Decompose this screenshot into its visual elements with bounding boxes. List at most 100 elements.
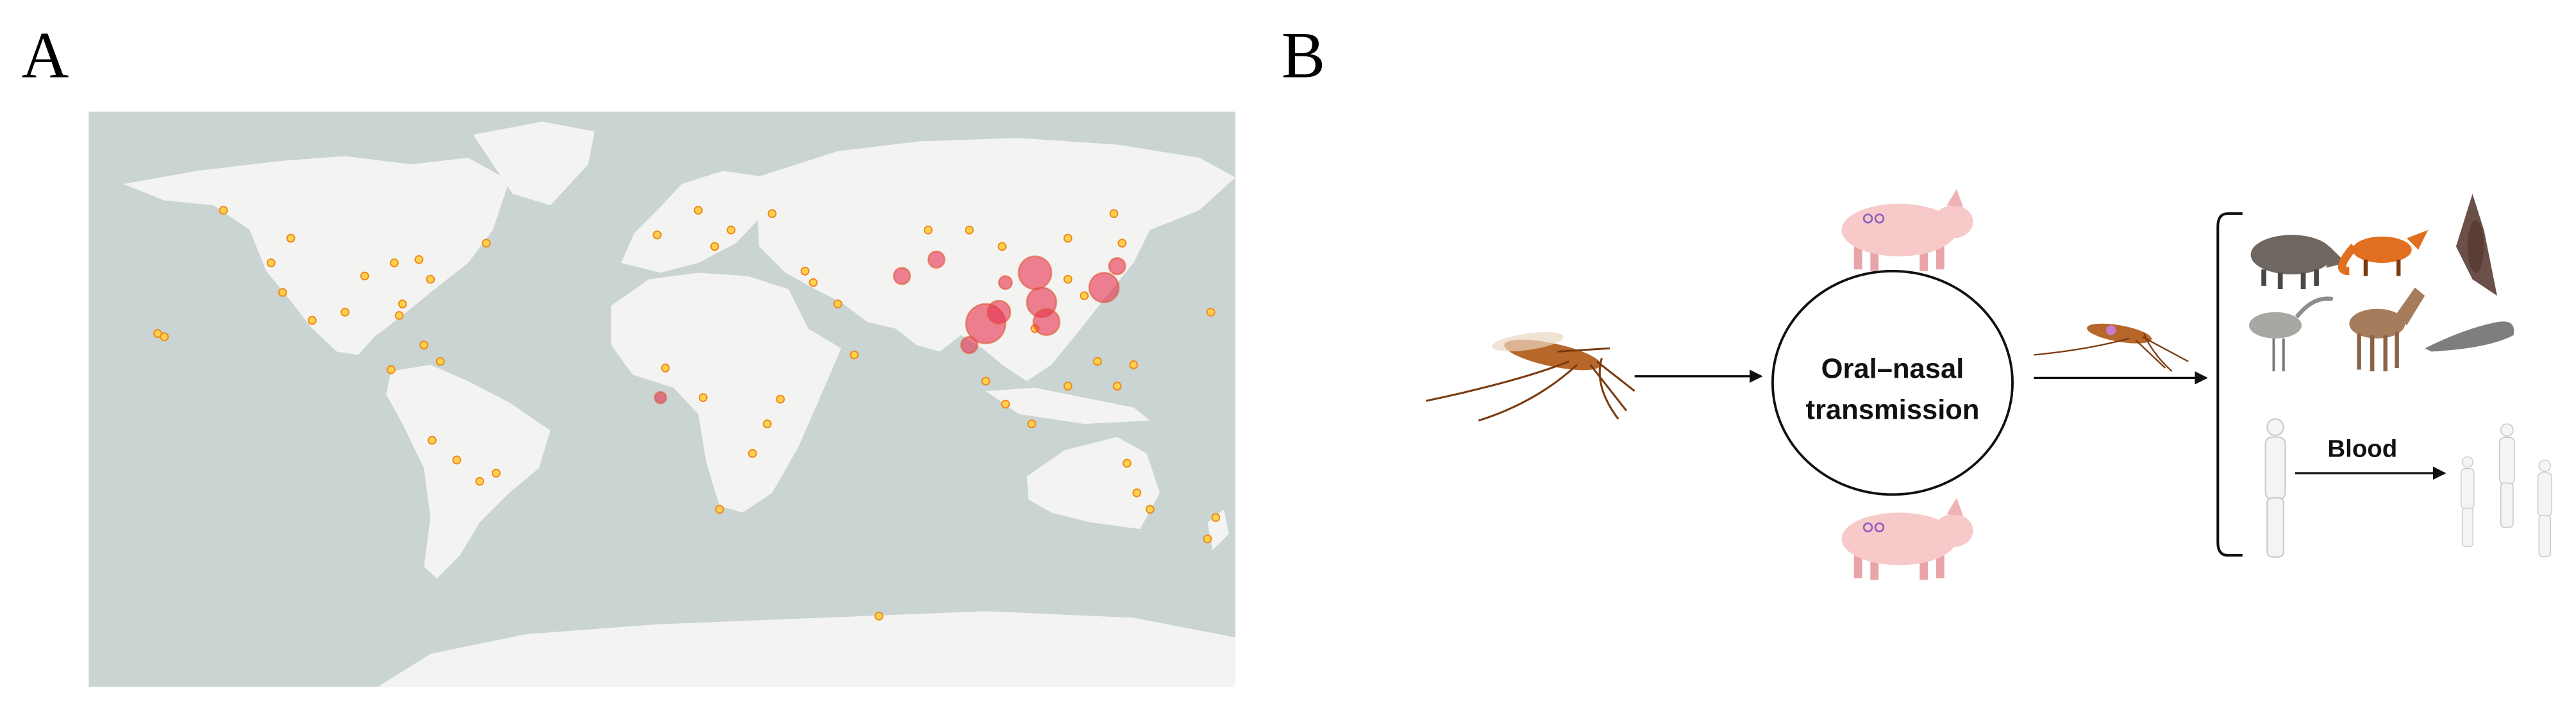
pig-head bbox=[1934, 514, 1973, 548]
site-marker bbox=[160, 332, 169, 342]
human bbox=[2499, 423, 2515, 528]
site-marker bbox=[360, 271, 369, 281]
site-marker bbox=[776, 394, 785, 404]
site-marker bbox=[1117, 239, 1127, 248]
site-marker bbox=[1203, 534, 1212, 544]
human-body bbox=[2461, 468, 2475, 510]
site-marker bbox=[726, 225, 736, 235]
horse bbox=[2349, 287, 2425, 372]
human-body bbox=[2537, 472, 2552, 517]
bat bbox=[2455, 194, 2497, 296]
site-marker-large bbox=[1032, 308, 1061, 337]
human-head bbox=[2500, 423, 2514, 437]
site-marker bbox=[767, 209, 777, 219]
site-marker bbox=[278, 288, 287, 298]
site-marker bbox=[1092, 356, 1102, 366]
pig-head bbox=[1934, 205, 1973, 239]
site-marker bbox=[694, 206, 703, 215]
south-america bbox=[386, 364, 551, 578]
site-marker-large bbox=[1017, 255, 1053, 290]
site-marker bbox=[923, 225, 933, 235]
site-marker bbox=[481, 239, 491, 248]
pig-ear bbox=[1946, 189, 1964, 207]
pig-ear bbox=[1946, 498, 1964, 516]
site-marker bbox=[748, 449, 757, 458]
site-marker-large bbox=[986, 299, 1012, 325]
site-marker bbox=[660, 364, 670, 373]
site-marker bbox=[874, 611, 883, 621]
center-text: Oral–nasal bbox=[1821, 353, 1964, 384]
site-marker bbox=[428, 435, 437, 445]
site-marker-large bbox=[892, 267, 911, 285]
site-marker bbox=[1063, 381, 1073, 391]
human-legs bbox=[2500, 482, 2514, 528]
site-marker bbox=[762, 419, 772, 429]
site-marker bbox=[800, 266, 810, 276]
site-marker bbox=[286, 233, 296, 243]
site-marker bbox=[710, 242, 719, 251]
site-marker bbox=[1063, 274, 1073, 284]
boar bbox=[2250, 235, 2346, 289]
site-marker bbox=[1132, 488, 1142, 498]
site-marker-large bbox=[998, 275, 1013, 290]
human-head bbox=[2461, 456, 2473, 468]
human bbox=[2461, 456, 2475, 547]
site-marker bbox=[397, 299, 407, 308]
site-marker bbox=[1027, 419, 1037, 429]
europe bbox=[621, 171, 769, 273]
mosquito-body bbox=[2087, 323, 2152, 344]
animals bbox=[2249, 194, 2514, 372]
seal bbox=[2425, 321, 2514, 352]
site-marker bbox=[1112, 381, 1122, 391]
site-marker bbox=[394, 311, 404, 320]
virus bbox=[1874, 214, 1885, 224]
site-marker bbox=[419, 340, 429, 350]
crane bbox=[2249, 296, 2334, 372]
pig-body bbox=[1841, 203, 1957, 256]
site-marker bbox=[1122, 458, 1132, 468]
world-map bbox=[88, 112, 1236, 687]
site-marker bbox=[219, 206, 228, 215]
mosquito-legs bbox=[1425, 347, 1635, 422]
panel-label: A bbox=[21, 19, 69, 92]
humans bbox=[2264, 418, 2552, 558]
site-marker bbox=[491, 469, 501, 478]
site-marker-large bbox=[1108, 257, 1126, 276]
site-marker bbox=[390, 258, 399, 267]
indonesia bbox=[985, 387, 1150, 424]
site-marker bbox=[435, 356, 445, 366]
africa bbox=[611, 272, 842, 513]
site-marker-large bbox=[653, 390, 667, 405]
pig bbox=[1841, 498, 1973, 580]
site-marker bbox=[452, 455, 462, 465]
site-marker bbox=[266, 258, 276, 267]
arrow-label: Blood bbox=[2327, 435, 2397, 462]
asia bbox=[755, 138, 1236, 381]
transmission-circle bbox=[1771, 269, 2014, 496]
virus bbox=[2106, 325, 2116, 335]
site-marker bbox=[1129, 360, 1139, 369]
human-body bbox=[2499, 437, 2515, 485]
site-marker bbox=[475, 476, 485, 486]
greenland bbox=[473, 121, 595, 206]
site-marker bbox=[653, 230, 662, 240]
site-marker bbox=[1109, 209, 1119, 219]
mosquito-large bbox=[1425, 332, 1635, 422]
site-marker-large bbox=[1088, 272, 1120, 303]
site-marker bbox=[981, 376, 991, 386]
human-head bbox=[2538, 459, 2551, 473]
human-head bbox=[2266, 418, 2284, 437]
antarctica bbox=[378, 611, 1236, 687]
site-marker bbox=[1211, 513, 1221, 523]
site-marker bbox=[307, 315, 317, 325]
site-marker-large bbox=[927, 250, 946, 269]
site-marker bbox=[1063, 233, 1073, 243]
site-marker bbox=[386, 365, 396, 374]
site-marker bbox=[340, 307, 350, 317]
site-markers bbox=[153, 206, 1221, 621]
virus bbox=[1862, 522, 1873, 533]
fox bbox=[2338, 230, 2429, 276]
pig bbox=[1841, 189, 1973, 271]
